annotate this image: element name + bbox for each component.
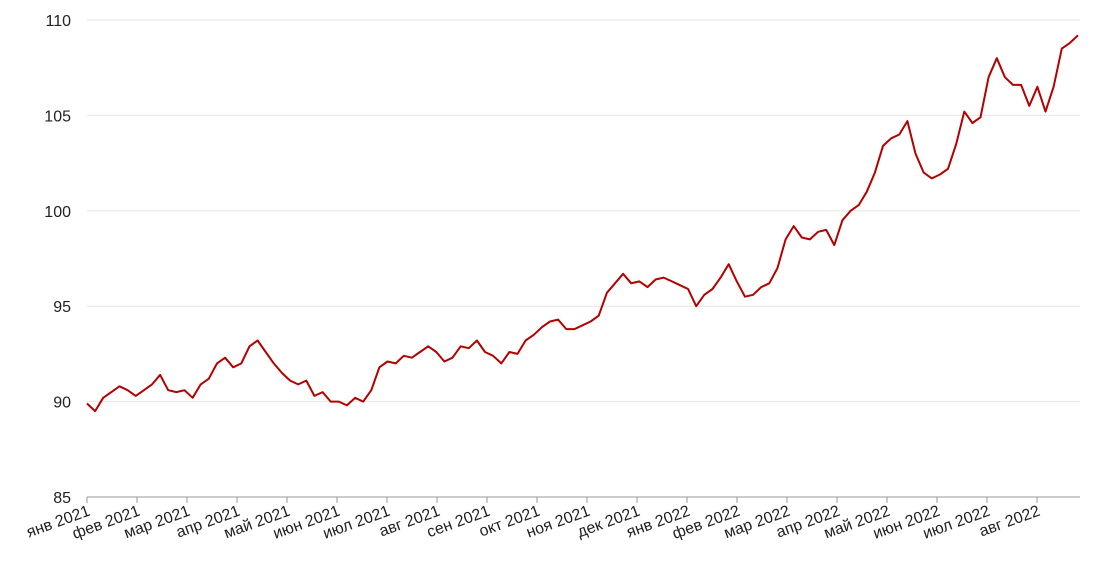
y-tick-label: 100: [44, 204, 71, 221]
y-tick-label: 90: [53, 395, 71, 412]
y-tick-label: 105: [44, 108, 71, 125]
y-tick-label: 95: [53, 299, 71, 316]
price-line: [86, 34, 1079, 413]
y-tick-label: 85: [53, 490, 71, 507]
y-tick-label: 110: [45, 13, 71, 30]
